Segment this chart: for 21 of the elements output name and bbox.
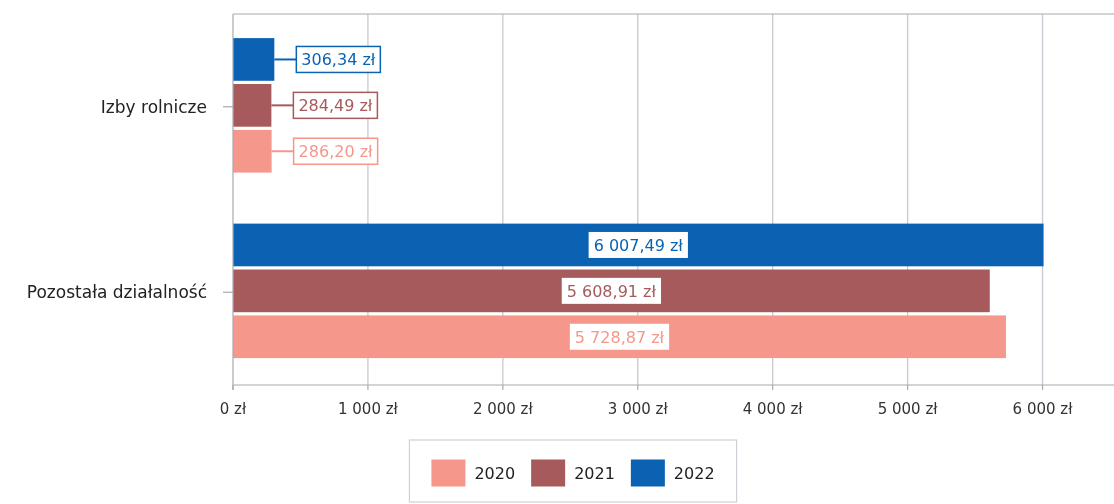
data-label: 5 608,91 zł (566, 281, 657, 301)
data-label: 286,20 zł (298, 142, 374, 162)
bar (233, 223, 1044, 267)
legend-label: 2020 (474, 463, 516, 483)
x-tick-label: 4 000 zł (742, 400, 804, 418)
bar (233, 315, 1006, 359)
bar (233, 269, 990, 313)
data-label: 306,34 zł (301, 50, 376, 70)
x-tick-label: 5 000 zł (877, 400, 939, 418)
x-tick-label: 2 000 zł (472, 400, 534, 418)
y-tick-label: Izby rolnicze (100, 96, 207, 117)
x-tick-label: 0 zł (219, 400, 247, 418)
data-label: 284,49 zł (298, 96, 373, 116)
y-tick-label: Pozostała działalność (26, 282, 207, 303)
legend-label: 2022 (673, 463, 715, 483)
x-tick-label: 1 000 zł (337, 400, 399, 418)
legend-label: 2021 (574, 463, 615, 483)
x-tick-label: 3 000 zł (607, 400, 669, 418)
data-label: 6 007,49 zł (593, 235, 684, 255)
data-label: 5 728,87 zł (574, 327, 665, 347)
x-tick-label: 6 000 zł (1012, 400, 1074, 418)
